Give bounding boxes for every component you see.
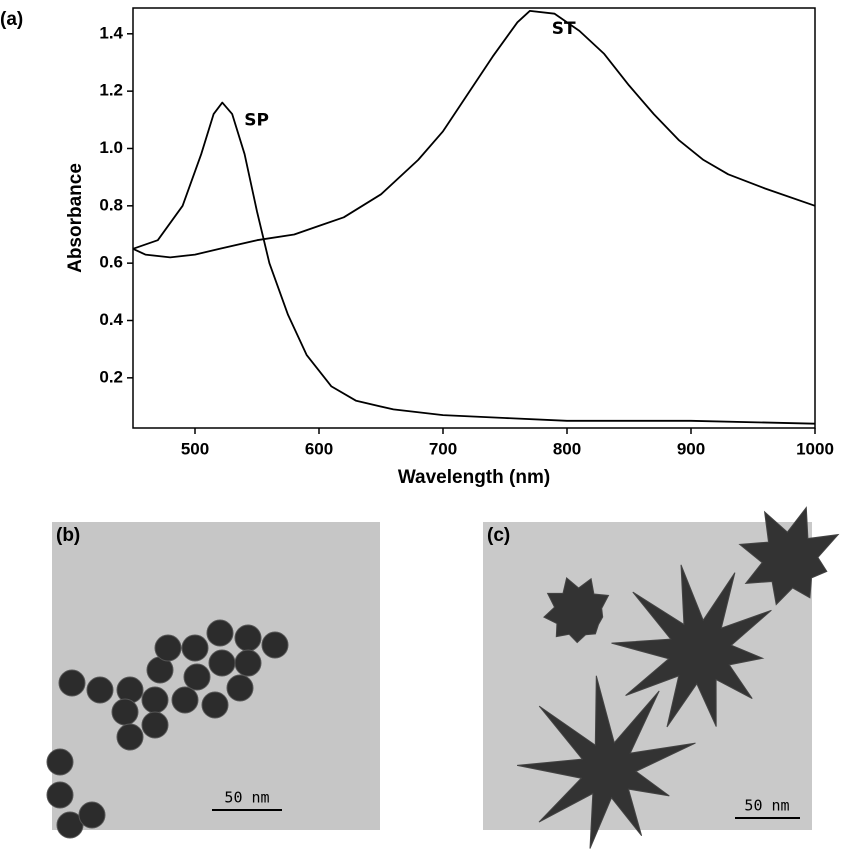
- nanosphere: [171, 686, 199, 714]
- nanospheres: [46, 619, 289, 839]
- nanosphere: [58, 669, 86, 697]
- plot-frame: [132, 7, 816, 429]
- nanosphere: [154, 634, 182, 662]
- tem-image-b: (b) 50 nm: [46, 522, 380, 839]
- series-label: ST: [552, 19, 576, 39]
- y-axis-label: Absorbance: [65, 163, 86, 273]
- x-tick-label: 900: [677, 439, 705, 458]
- x-axis-label: Wavelength (nm): [398, 467, 550, 488]
- nanosphere: [183, 663, 211, 691]
- nanosphere: [86, 676, 114, 704]
- x-tick-label: 800: [553, 439, 581, 458]
- y-tick-label: 0.2: [99, 367, 123, 386]
- nanosphere: [141, 686, 169, 714]
- nanosphere: [261, 631, 289, 659]
- nanosphere: [206, 619, 234, 647]
- nanosphere: [78, 801, 106, 829]
- nanosphere: [201, 691, 229, 719]
- nanosphere: [141, 711, 169, 739]
- y-tick-label: 0.8: [99, 195, 123, 214]
- x-tick-label: 600: [305, 439, 333, 458]
- tem-background: [52, 522, 380, 830]
- nanostars: [517, 506, 840, 849]
- nanosphere: [116, 676, 144, 704]
- scale-bar-label: 50 nm: [224, 789, 269, 807]
- panel-label: (b): [56, 525, 80, 546]
- panel-label: (c): [487, 525, 510, 546]
- x-tick-label: 1000: [796, 439, 834, 458]
- nanostar: [611, 564, 772, 728]
- nanostar: [738, 506, 840, 606]
- x-tick-label: 500: [181, 439, 209, 458]
- nanosphere: [208, 649, 236, 677]
- tem-image-c: (c) 50 nm: [483, 506, 840, 849]
- scale-bar-label: 50 nm: [744, 797, 789, 815]
- nanosphere: [116, 723, 144, 751]
- nanosphere: [46, 748, 74, 776]
- y-tick-label: 1.4: [99, 23, 123, 42]
- nanostar: [517, 675, 696, 849]
- y-tick-label: 1.2: [99, 81, 123, 100]
- panel-label: (a): [0, 9, 23, 30]
- nanosphere: [111, 698, 139, 726]
- nanosphere: [46, 781, 74, 809]
- nanosphere: [234, 624, 262, 652]
- y-tick-label: 0.6: [99, 253, 123, 272]
- nanosphere: [181, 634, 209, 662]
- y-tick-label: 1.0: [99, 138, 123, 157]
- x-tick-label: 700: [429, 439, 457, 458]
- nanostar: [543, 576, 610, 644]
- y-tick-label: 0.4: [99, 310, 123, 329]
- series-label: SP: [244, 111, 269, 131]
- data-line: [132, 101, 816, 425]
- nanosphere: [234, 649, 262, 677]
- nanosphere: [226, 674, 254, 702]
- data-line: [132, 10, 816, 259]
